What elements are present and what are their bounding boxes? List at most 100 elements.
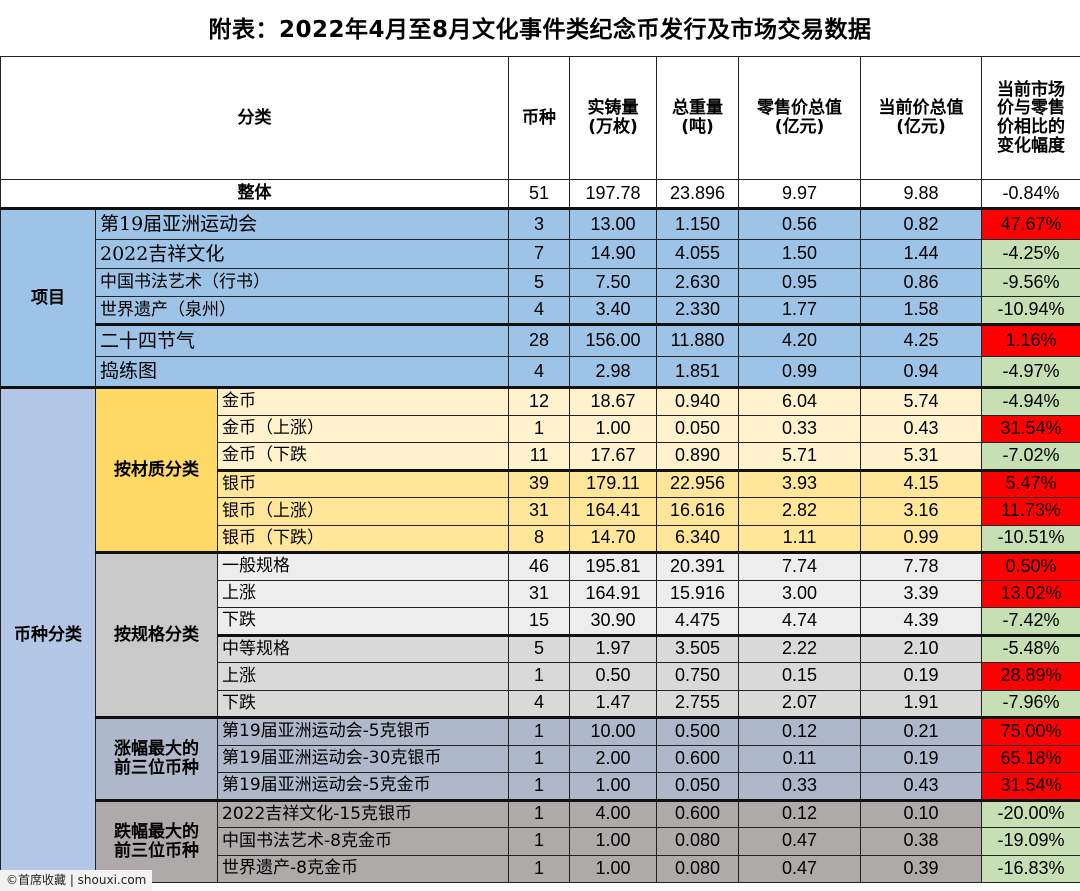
cell-count: 7 [508, 239, 571, 269]
col-header-count: 币种 [508, 56, 571, 180]
cell-mintage: 195.81 [569, 551, 658, 581]
cell-mintage: 7.50 [569, 268, 658, 297]
cell-mintage: 2.00 [569, 744, 658, 773]
cell-weight: 1.851 [656, 356, 740, 388]
row-label: 下跌 [216, 689, 510, 718]
cell-retail: 0.47 [738, 827, 862, 856]
cell-change: -4.97% [981, 356, 1080, 388]
row-label: 上涨 [216, 579, 510, 608]
cell-weight: 0.080 [656, 827, 740, 856]
cell-retail: 1.77 [738, 296, 862, 325]
row-label: 中国书法艺术（行书） [94, 268, 510, 297]
cell-change: 13.02% [981, 579, 1080, 608]
cell-change: 0.50% [981, 551, 1080, 581]
cell-mintage: 156.00 [569, 323, 658, 357]
group-label-top-loss: 跌幅最大的 前三位币种 [95, 798, 218, 883]
row-label: 世界遗产（泉州） [94, 296, 510, 325]
table-row: 按规格分类 一般规格 46 195.81 20.391 7.74 7.78 0.50% [0, 551, 1080, 718]
cell-count: 1 [508, 772, 571, 801]
cell-count: 1 [508, 827, 571, 856]
row-label: 中等规格 [216, 633, 510, 663]
cell-change: -7.96% [981, 689, 1080, 718]
cell-change: 75.00% [981, 716, 1080, 746]
row-label: 中国书法艺术-8克金币 [216, 827, 510, 856]
cell-current: 3.39 [860, 579, 983, 608]
cell-retail: 0.56 [738, 207, 862, 240]
cell-count: 28 [508, 323, 571, 357]
cell-current: 0.82 [860, 207, 983, 240]
cell-change: 1.16% [981, 323, 1080, 357]
cell-current: 4.25 [860, 323, 983, 357]
row-label: 一般规格 [216, 551, 510, 581]
table-row: 2022吉祥文化 7 14.90 4.055 1.50 1.44 -4.25% [0, 239, 1080, 269]
group-label-by-spec: 按规格分类 [95, 551, 218, 718]
cell-retail: 0.12 [738, 716, 862, 746]
cell-change: -4.94% [981, 386, 1080, 416]
col-header-weight: 总重量 (吨) [656, 56, 740, 180]
col-header-change: 当前市场 价与零售 价相比的 变化幅度 [981, 56, 1080, 180]
cell-count: 1 [508, 662, 571, 691]
group-label-by-material: 按材质分类 [95, 386, 218, 553]
cell-weight: 2.755 [656, 689, 740, 718]
cell-current: 0.99 [860, 524, 983, 553]
table-row: 捣练图 4 2.98 1.851 0.99 0.94 -4.97% [0, 356, 1080, 388]
cell-weight: 2.330 [656, 296, 740, 325]
cell-mintage: 1.97 [569, 633, 658, 663]
cell-weight: 3.505 [656, 633, 740, 663]
cell-current: 5.74 [860, 386, 983, 416]
cell-change: 28.89% [981, 662, 1080, 691]
row-label: 2022吉祥文化 [94, 239, 510, 269]
cell-count: 1 [508, 716, 571, 746]
cell-weight: 20.391 [656, 551, 740, 581]
cell-retail: 0.99 [738, 356, 862, 388]
cell-mintage: 17.67 [569, 442, 658, 471]
col-header-category: 分类 [0, 56, 510, 180]
overall-row: 整体 51 197.78 23.896 9.97 9.88 -0.84% [0, 179, 1080, 209]
cell-change: -16.83% [981, 854, 1080, 883]
cell-change: -10.94% [981, 296, 1080, 325]
cell-retail: 9.97 [738, 179, 862, 209]
cell-current: 1.44 [860, 239, 983, 269]
row-label: 世界遗产-8克金币 [216, 854, 510, 883]
col-header-mintage: 实铸量 (万枚) [569, 56, 658, 180]
cell-weight: 0.500 [656, 716, 740, 746]
cell-mintage: 0.50 [569, 662, 658, 691]
cell-mintage: 1.00 [569, 414, 658, 443]
cell-mintage: 164.41 [569, 497, 658, 526]
cell-current: 3.16 [860, 497, 983, 526]
cell-retail: 0.12 [738, 798, 862, 828]
cell-current: 4.15 [860, 468, 983, 498]
cell-current: 1.91 [860, 689, 983, 718]
group-label-top-gain: 涨幅最大的 前三位币种 [95, 716, 218, 801]
cell-current: 4.39 [860, 607, 983, 636]
cell-retail: 2.22 [738, 633, 862, 663]
row-label: 金币（上涨） [216, 414, 510, 443]
cell-mintage: 164.91 [569, 579, 658, 608]
cell-count: 5 [508, 633, 571, 663]
cell-current: 0.19 [860, 662, 983, 691]
cell-change: -7.02% [981, 442, 1080, 471]
cell-mintage: 13.00 [569, 207, 658, 240]
cell-change: -4.25% [981, 239, 1080, 269]
cell-mintage: 1.00 [569, 854, 658, 883]
cell-count: 8 [508, 524, 571, 553]
cell-count: 1 [508, 414, 571, 443]
cell-weight: 22.956 [656, 468, 740, 498]
cell-retail: 3.93 [738, 468, 862, 498]
table-row: 二十四节气 28 156.00 11.880 4.20 4.25 1.16% [0, 323, 1080, 357]
table-row: 涨幅最大的 前三位币种 第19届亚洲运动会-5克银币 1 10.00 0.500 0.12 0… [0, 716, 1080, 801]
cell-weight: 4.055 [656, 239, 740, 269]
table-row: 币种分类 按材质分类 金币 12 18.67 0.940 6.04 5.74 -4.94% [0, 386, 1080, 883]
cell-mintage: 197.78 [569, 179, 658, 209]
row-label: 二十四节气 [94, 323, 510, 357]
cell-retail: 0.47 [738, 854, 862, 883]
cell-current: 0.94 [860, 356, 983, 388]
cell-change: -10.51% [981, 524, 1080, 553]
cell-retail: 0.33 [738, 414, 862, 443]
cell-weight: 0.080 [656, 854, 740, 883]
cell-weight: 0.600 [656, 798, 740, 828]
cell-change: 31.54% [981, 772, 1080, 801]
cell-mintage: 14.90 [569, 239, 658, 269]
cell-mintage: 4.00 [569, 798, 658, 828]
cell-retail: 7.74 [738, 551, 862, 581]
